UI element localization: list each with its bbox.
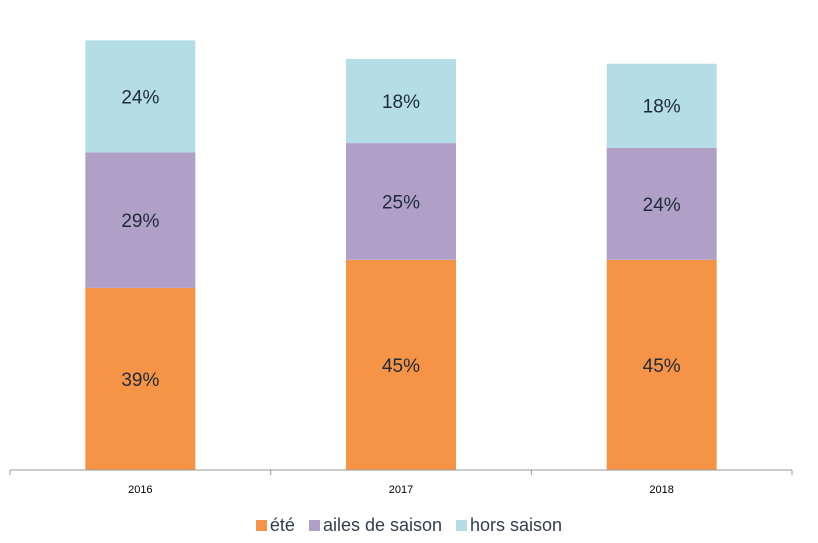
legend-item-ete: été [255,515,295,536]
legend-item-hors-saison: hors saison [456,515,562,536]
x-tick-label-2018: 2018 [649,484,673,496]
bars-layer: 39% 29% 24% 45% 25% 18% 45% 24% 18% [85,40,717,470]
legend-item-ailes-de-saison: ailes de saison [308,515,443,536]
bar-segment-hors-saison-2018 [606,63,717,148]
data-label-hors-saison-2018: 18% [643,97,681,118]
bar-segment-ailes-de-saison-2018 [606,147,717,260]
bar-segment-ailes-de-saison-2017 [346,143,456,260]
data-label-ailes-de-saison-2017: 25% [382,192,420,213]
legend-label-ailes-de-saison: ailes de saison [322,515,443,535]
x-tick-label-2017: 2017 [389,484,413,496]
legend: été ailes de saison hors saison [0,515,818,536]
bar-segment-hors-saison-2016 [85,40,196,153]
data-label-hors-saison-2017: 18% [382,92,420,113]
bar-segment-ete-2016 [85,287,196,470]
data-label-ete-2016: 39% [121,370,159,391]
bar-segment-ete-2017 [346,259,456,470]
data-label-ete-2017: 45% [382,356,420,377]
data-label-ete-2018: 45% [643,356,681,377]
bar-segment-hors-saison-2017 [346,59,456,144]
x-axis: 2016 2017 2018 [9,469,793,496]
legend-swatch-ailes-de-saison [308,520,320,531]
data-label-ailes-de-saison-2016: 29% [121,211,159,232]
bar-segment-ete-2018 [606,259,717,470]
data-label-hors-saison-2016: 24% [121,87,159,108]
bar-segment-ailes-de-saison-2016 [85,152,196,288]
legend-swatch-hors-saison [456,520,468,531]
legend-label-ete: été [269,515,295,535]
x-tick-label-2016: 2016 [128,484,152,496]
data-label-ailes-de-saison-2018: 24% [643,195,681,216]
legend-label-hors-saison: hors saison [470,515,563,535]
legend-swatch-ete [255,520,267,531]
